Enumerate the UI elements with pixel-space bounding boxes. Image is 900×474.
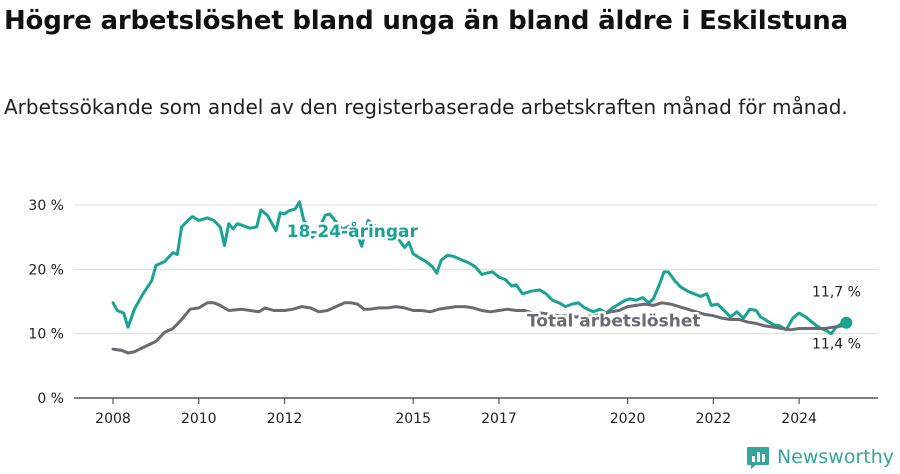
youth-end-label: 11,7 %: [812, 285, 861, 301]
bar-chart-logo-icon: [746, 447, 769, 469]
x-tick-label: 2012: [267, 411, 303, 427]
x-tick-label: 2010: [181, 411, 217, 427]
total-series-line: [111, 301, 848, 355]
newsworthy-brand[interactable]: Newsworthy: [745, 444, 894, 470]
y-tick-label: 20 %: [28, 262, 64, 278]
x-tick-label: 2015: [395, 411, 431, 427]
x-tick-label: 2017: [481, 411, 517, 427]
youth-series-label: 18-24-åringar: [287, 220, 419, 242]
chart-title: Högre arbetslöshet bland unga än bland ä…: [4, 6, 848, 36]
youth-end-dot: [840, 316, 853, 329]
y-tick-label: 0 %: [37, 391, 64, 407]
chart-subtitle: Arbetssökande som andel av den registerb…: [4, 95, 848, 119]
y-tick-label: 30 %: [28, 198, 64, 214]
youth-series-line: [111, 200, 848, 336]
y-tick-label: 10 %: [28, 327, 64, 343]
x-tick-label: 2008: [95, 411, 131, 427]
brand-name: Newsworthy: [776, 446, 894, 468]
total-series-label: Total arbetslöshet: [527, 312, 701, 332]
x-tick-label: 2020: [610, 411, 646, 427]
x-tick-label: 2024: [781, 411, 817, 427]
total-end-label: 11,4 %: [812, 337, 861, 353]
x-tick-label: 2022: [696, 411, 732, 427]
